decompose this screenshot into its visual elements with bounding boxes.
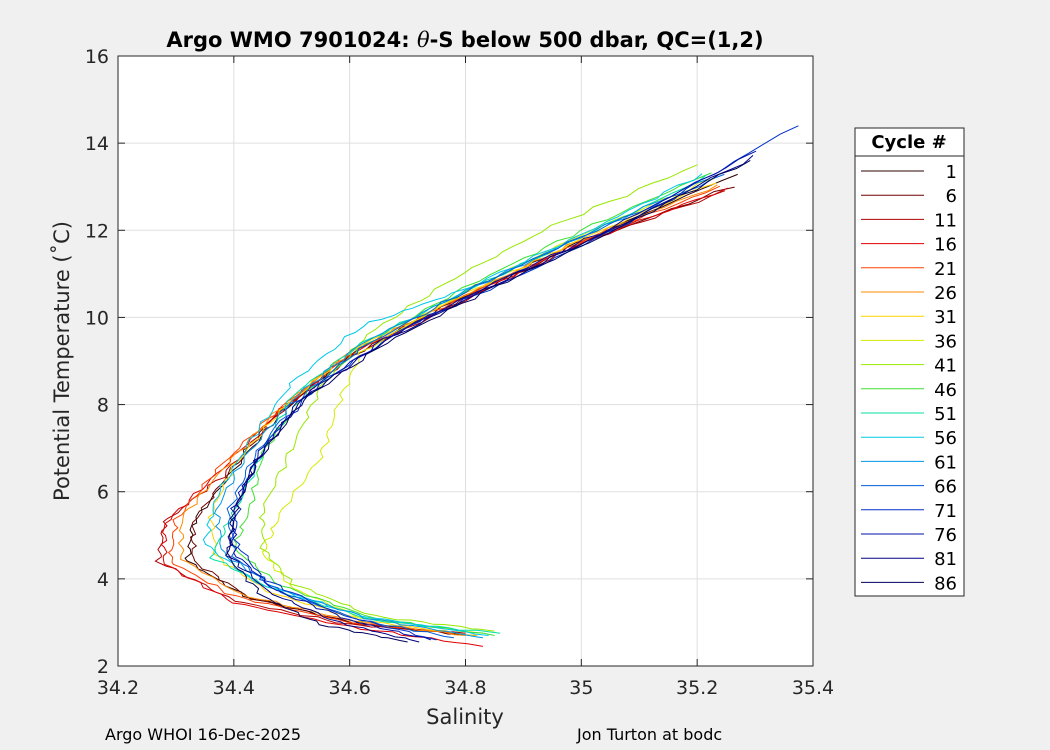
series-line-cycle-81 [225, 155, 754, 643]
axis-ticks: 34.2 34.4 34.6 34.8 35 35.2 35.4 2 4 6 8 10 12 14 16 [85, 46, 834, 699]
grid-lines [118, 56, 813, 666]
y-tick-label: 8 [97, 395, 109, 417]
series-line-cycle-41 [258, 164, 698, 632]
legend-label: 76 [934, 525, 957, 546]
legend: Cycle # 16111621263136414651566166717681… [854, 127, 965, 597]
footer-source: Argo WHOI 16-Dec-2025 [105, 725, 302, 744]
x-axis-label: Salinity [426, 705, 504, 729]
legend-label: 11 [934, 210, 957, 231]
title-prefix: Argo WMO 7901024: [166, 28, 417, 52]
title-theta: θ [417, 28, 430, 52]
data-series [154, 125, 799, 647]
y-tick-label: 16 [85, 46, 109, 68]
legend-label: 46 [934, 380, 957, 401]
legend-label: 71 [934, 501, 957, 522]
legend-label: 51 [934, 404, 957, 425]
legend-label: 36 [934, 331, 957, 352]
legend-label: 31 [934, 307, 957, 328]
series-line-cycle-16 [160, 187, 728, 647]
y-tick-label: 12 [85, 220, 109, 242]
footer-credit: Jon Turton at bodc [577, 725, 723, 744]
title-suffix: -S below 500 dbar, QC=(1,2) [430, 28, 764, 52]
x-tick-label: 34.8 [444, 677, 486, 699]
series-line-cycle-26 [177, 184, 718, 636]
x-tick-label: 34.2 [97, 677, 139, 699]
x-tick-label: 35.2 [676, 677, 718, 699]
series-line-cycle-76 [230, 150, 757, 641]
series-line-cycle-46 [233, 172, 712, 636]
legend-label: 66 [934, 477, 957, 498]
legend-label: 6 [946, 186, 957, 207]
series-line-cycle-71 [232, 125, 799, 641]
series-line-cycle-86 [226, 159, 751, 643]
legend-label: 21 [934, 259, 957, 280]
legend-label: 26 [934, 283, 957, 304]
legend-label: 16 [934, 235, 957, 256]
legend-label: 41 [934, 356, 957, 377]
legend-box [854, 127, 965, 597]
y-tick-label: 4 [97, 569, 109, 591]
y-tick-label: 10 [85, 307, 109, 329]
x-tick-label: 34.4 [213, 677, 255, 699]
legend-label: 86 [934, 573, 957, 594]
y-tick-label: 2 [97, 656, 109, 678]
x-tick-label: 35 [569, 677, 593, 699]
legend-label: 56 [934, 428, 957, 449]
chart-title: Argo WMO 7901024: θ-S below 500 dbar, QC… [166, 28, 763, 52]
legend-label: 81 [934, 549, 957, 570]
legend-label: 61 [934, 452, 957, 473]
x-tick-label: 35.4 [792, 677, 834, 699]
x-tick-label: 34.6 [329, 677, 371, 699]
y-tick-label: 14 [85, 133, 109, 155]
legend-title: Cycle # [871, 132, 946, 153]
legend-label: 1 [946, 162, 957, 183]
y-axis-label: Potential Temperature (˚C) [50, 221, 74, 501]
y-tick-label: 6 [97, 482, 109, 504]
